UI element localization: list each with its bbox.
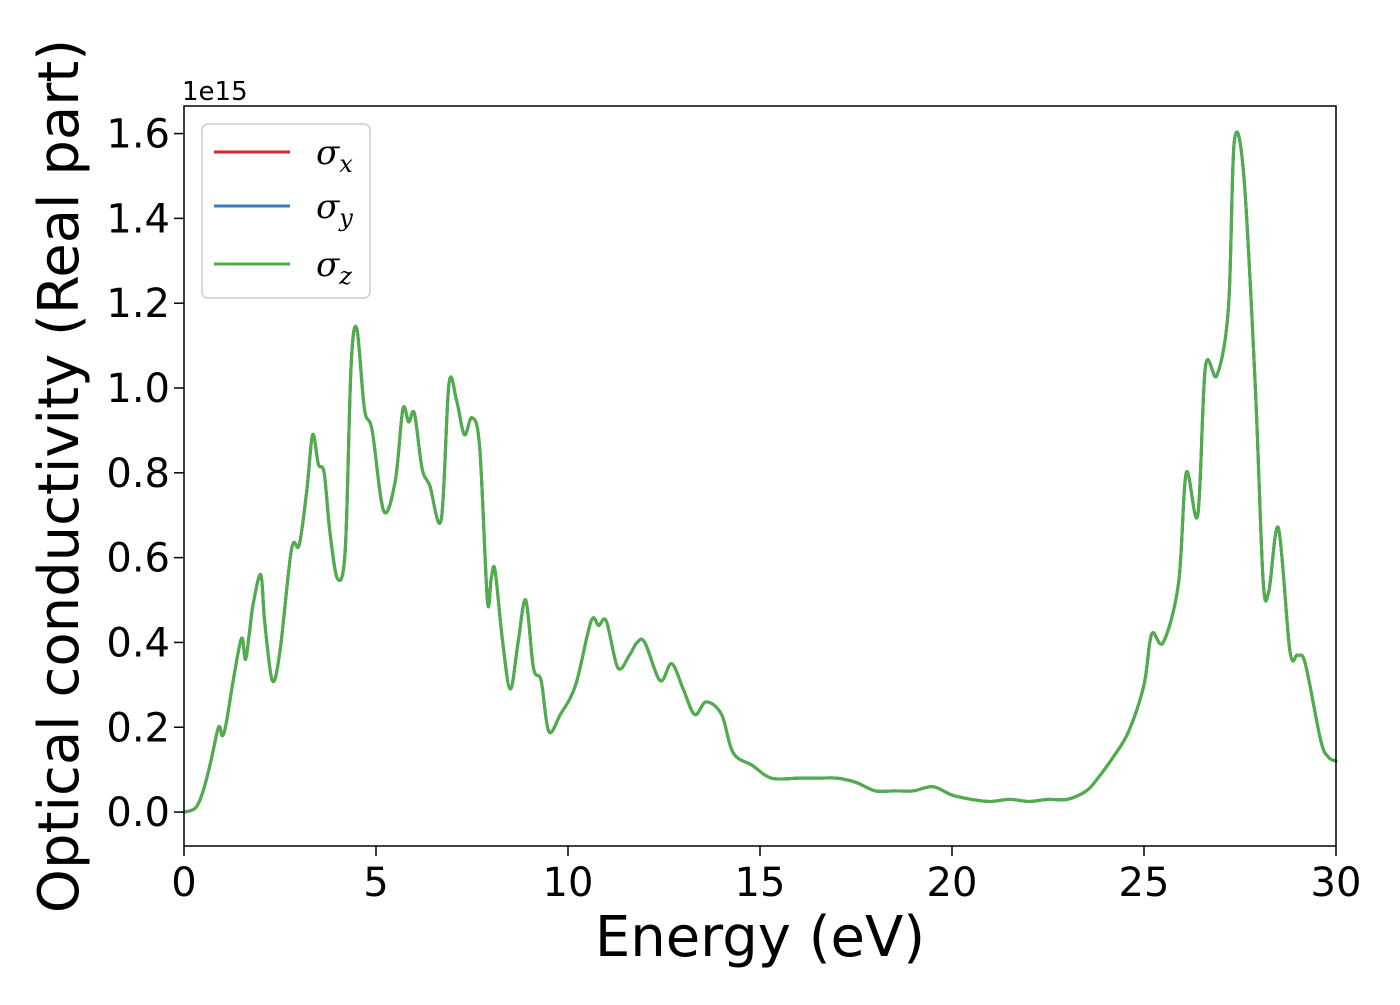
y-tick-label: 0.0 <box>106 790 170 836</box>
series-layer <box>182 130 1338 814</box>
x-tick-label: 20 <box>927 860 978 906</box>
x-tick-label: 10 <box>543 860 594 906</box>
legend-subscript: z <box>338 262 352 290</box>
y-tick-label: 0.4 <box>106 620 170 666</box>
y-axis-ticks: 0.0 0.2 0.4 0.6 0.8 1.0 1.2 1.4 1.6 <box>106 112 184 836</box>
legend-subscript: y <box>338 204 353 232</box>
y-tick-label: 0.2 <box>106 705 170 751</box>
legend-frame <box>201 123 371 299</box>
legend-subscript: x <box>339 150 353 178</box>
x-axis-ticks: 0 5 10 15 20 25 30 <box>171 846 1361 906</box>
y-axis-title: Optical conductivity (Real part) <box>27 39 92 913</box>
y-tick-label: 1.0 <box>106 366 170 412</box>
y-tick-label: 1.2 <box>106 281 170 327</box>
x-tick-label: 0 <box>171 860 196 906</box>
y-tick-label: 1.6 <box>106 112 170 158</box>
y-tick-label: 0.6 <box>106 536 170 582</box>
x-tick-label: 15 <box>735 860 786 906</box>
y-tick-label: 1.4 <box>106 196 170 242</box>
series-line-z <box>182 130 1338 814</box>
y-tick-label: 0.8 <box>106 451 170 497</box>
x-tick-label: 25 <box>1119 860 1170 906</box>
x-axis-title: Energy (eV) <box>595 905 925 970</box>
y-offset-label: 1e15 <box>182 77 248 107</box>
x-tick-label: 5 <box>363 860 388 906</box>
x-tick-label: 30 <box>1311 860 1362 906</box>
